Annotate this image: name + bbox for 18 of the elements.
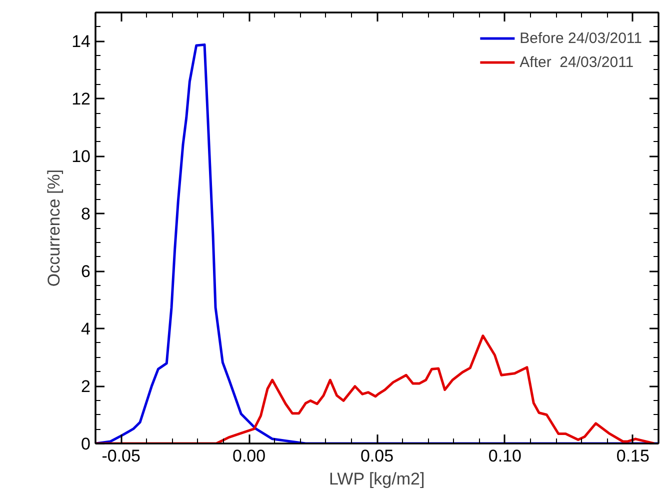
legend-label: After 24/03/2011 — [520, 54, 634, 70]
x-axis-title: LWP [kg/m2] — [328, 470, 425, 488]
x-tick-label: 0.00 — [232, 446, 266, 466]
line-series — [96, 334, 656, 444]
y-tick-label: 12 — [72, 90, 91, 109]
y-tick-label: 8 — [81, 204, 91, 224]
y-tick-label: 4 — [81, 320, 91, 339]
x-tick-label: 0.15 — [616, 446, 650, 466]
legend-label: Before 24/03/2011 — [520, 30, 642, 46]
x-tick-label: 0.05 — [360, 446, 394, 466]
x-tick-label: 0.10 — [488, 446, 522, 466]
y-axis-title: Occurrence [%] — [44, 169, 64, 287]
x-tick-label: -0.05 — [102, 446, 140, 466]
y-tick-label: 0 — [81, 434, 91, 454]
y-tick-label: 10 — [72, 147, 91, 166]
y-tick-label: 2 — [81, 377, 91, 396]
y-tick-label: 6 — [81, 262, 91, 282]
y-tick-label: 14 — [72, 32, 91, 52]
